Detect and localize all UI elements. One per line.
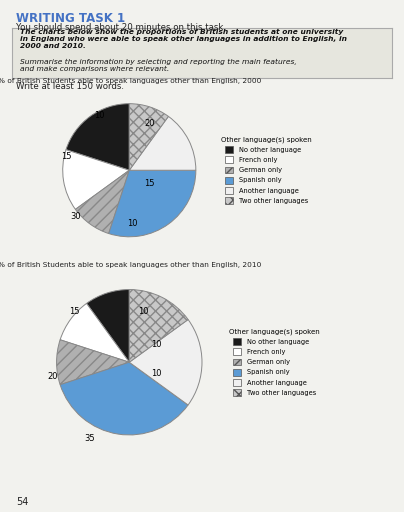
Text: 54: 54 — [16, 497, 29, 507]
Text: You should spend about 20 minutes on this task.: You should spend about 20 minutes on thi… — [16, 23, 226, 32]
Title: % of British Students able to speak languages other than English, 2010: % of British Students able to speak lang… — [0, 262, 261, 268]
Text: 10: 10 — [94, 111, 105, 120]
Wedge shape — [63, 150, 129, 209]
Text: 10: 10 — [127, 219, 138, 228]
Wedge shape — [129, 103, 168, 170]
Legend: No other language, French only, German only, Spanish only, Another language, Two: No other language, French only, German o… — [227, 327, 322, 398]
Text: 10: 10 — [151, 339, 162, 349]
Wedge shape — [129, 116, 196, 170]
Text: 10: 10 — [151, 369, 162, 378]
Text: 15: 15 — [144, 179, 154, 188]
Text: Summarise the information by selecting and reporting the main features,
and make: Summarise the information by selecting a… — [20, 59, 297, 73]
Text: 15: 15 — [61, 153, 71, 161]
Title: % of British Students able to speak languages other than English, 2000: % of British Students able to speak lang… — [0, 78, 261, 84]
Wedge shape — [129, 290, 188, 362]
Legend: No other language, French only, German only, Spanish only, Another language, Two: No other language, French only, German o… — [219, 135, 314, 206]
Text: 20: 20 — [48, 372, 58, 381]
Text: 20: 20 — [144, 119, 154, 128]
Text: WRITING TASK 1: WRITING TASK 1 — [16, 12, 125, 25]
Wedge shape — [60, 304, 129, 362]
Text: Write at least 150 words.: Write at least 150 words. — [16, 82, 124, 91]
Wedge shape — [60, 362, 188, 435]
Wedge shape — [57, 340, 129, 385]
Text: 10: 10 — [139, 307, 149, 316]
Text: 30: 30 — [71, 212, 81, 221]
Wedge shape — [76, 170, 129, 233]
Wedge shape — [129, 319, 202, 405]
Wedge shape — [86, 290, 129, 362]
Wedge shape — [66, 103, 129, 170]
Text: The charts below show the proportions of British students at one university
in E: The charts below show the proportions of… — [20, 29, 347, 49]
Text: 15: 15 — [69, 307, 80, 316]
Wedge shape — [109, 170, 196, 237]
Text: 35: 35 — [84, 434, 95, 443]
